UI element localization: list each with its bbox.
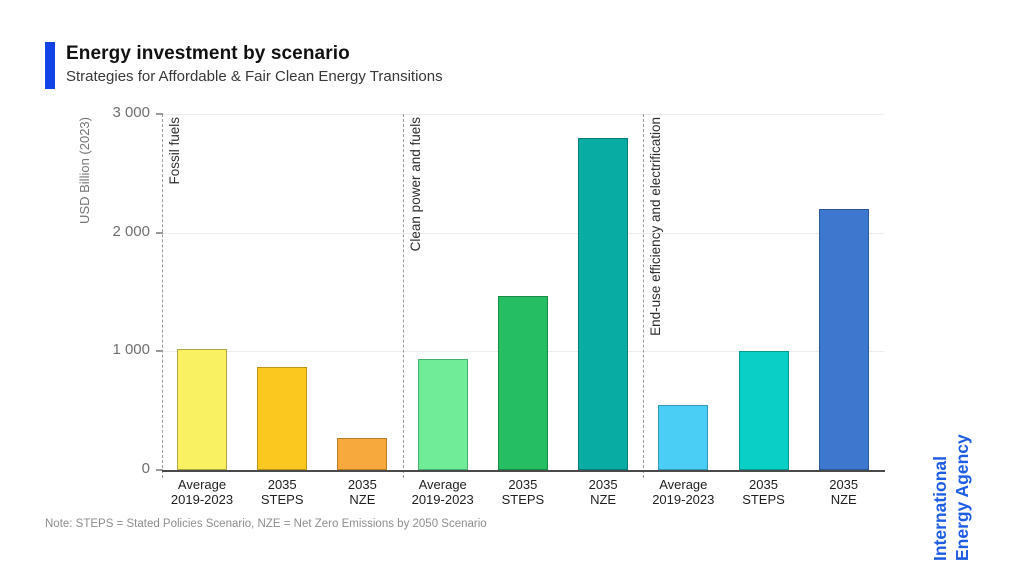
x-axis-label: 2035 NZE <box>347 477 377 507</box>
x-axis-line <box>162 470 885 472</box>
group-separator-line <box>162 114 163 478</box>
bar <box>497 295 548 470</box>
x-axis-label: 2035 STEPS <box>501 477 545 507</box>
y-tick-mark <box>156 231 163 234</box>
x-axis-label: 2035 NZE <box>829 477 859 507</box>
bar <box>337 438 388 470</box>
iea-logo: International Energy Agency <box>929 393 973 561</box>
y-axis-title: USD Billion (2023) <box>77 117 92 224</box>
bar <box>417 358 468 470</box>
bar <box>578 137 629 470</box>
title-accent-bar <box>45 42 55 89</box>
footnote: Note: STEPS = Stated Policies Scenario, … <box>45 518 487 530</box>
gridline <box>162 114 884 115</box>
group-separator-line <box>643 114 645 478</box>
x-axis-label: Average 2019-2023 <box>170 477 234 507</box>
y-tick-mark <box>156 113 163 115</box>
x-axis-label: Average 2019-2023 <box>411 477 474 507</box>
y-tick-mark <box>156 469 163 471</box>
bar <box>257 366 308 470</box>
group-label: Fossil fuels <box>167 117 182 185</box>
group-separator-line <box>402 114 404 478</box>
y-tick-label: 1 000 <box>112 341 150 359</box>
group-label: Clean power and fuels <box>407 117 423 252</box>
bar <box>177 349 227 470</box>
x-axis-label: Average 2019-2023 <box>652 477 715 507</box>
iea-logo-line1: International <box>930 455 950 561</box>
chart-subtitle: Strategies for Affordable & Fair Clean E… <box>66 68 443 85</box>
x-axis-label: 2035 NZE <box>588 477 618 507</box>
gridline <box>162 232 884 234</box>
bar <box>738 351 789 470</box>
x-axis-label: 2035 STEPS <box>742 477 785 507</box>
y-tick-label: 3 000 <box>112 104 150 121</box>
group-label: End-use efficiency and electrification <box>648 117 664 336</box>
x-axis-label: 2035 STEPS <box>260 477 304 507</box>
y-tick-label: 0 <box>141 460 150 477</box>
chart-title: Energy investment by scenario <box>66 43 350 64</box>
bar <box>818 208 869 470</box>
iea-logo-line2: Energy Agency <box>952 434 972 561</box>
y-tick-label: 2 000 <box>112 222 150 240</box>
y-tick-mark <box>156 350 163 353</box>
bar <box>658 404 709 470</box>
